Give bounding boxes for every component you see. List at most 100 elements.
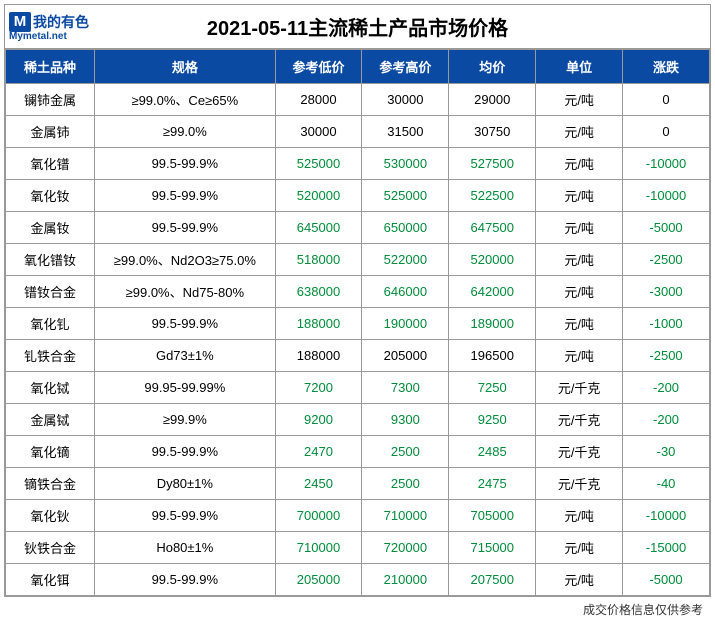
cell-high: 525000: [362, 180, 449, 212]
table-row: 氧化铽99.95-99.99%720073007250元/千克-200: [6, 372, 710, 404]
cell-product: 氧化钕: [6, 180, 95, 212]
table-header-row: 稀土品种 规格 参考低价 参考高价 均价 单位 涨跌: [6, 50, 710, 84]
cell-unit: 元/吨: [536, 84, 623, 116]
cell-avg: 715000: [449, 532, 536, 564]
cell-spec: ≥99.0%、Nd2O3≥75.0%: [95, 244, 275, 276]
cell-avg: 207500: [449, 564, 536, 596]
cell-spec: 99.5-99.9%: [95, 180, 275, 212]
cell-avg: 520000: [449, 244, 536, 276]
cell-avg: 2475: [449, 468, 536, 500]
cell-high: 190000: [362, 308, 449, 340]
cell-avg: 30750: [449, 116, 536, 148]
cell-change: -1000: [623, 308, 710, 340]
footer-note: 成交价格信息仅供参考: [4, 597, 711, 620]
cell-change: -10000: [623, 180, 710, 212]
cell-low: 2470: [275, 436, 362, 468]
cell-low: 205000: [275, 564, 362, 596]
cell-change: -5000: [623, 212, 710, 244]
cell-avg: 527500: [449, 148, 536, 180]
cell-high: 530000: [362, 148, 449, 180]
cell-product: 钬铁合金: [6, 532, 95, 564]
cell-high: 2500: [362, 468, 449, 500]
cell-avg: 196500: [449, 340, 536, 372]
table-row: 氧化钬99.5-99.9%700000710000705000元/吨-10000: [6, 500, 710, 532]
cell-low: 645000: [275, 212, 362, 244]
cell-high: 650000: [362, 212, 449, 244]
cell-product: 镝铁合金: [6, 468, 95, 500]
cell-low: 525000: [275, 148, 362, 180]
cell-unit: 元/千克: [536, 468, 623, 500]
cell-avg: 189000: [449, 308, 536, 340]
cell-unit: 元/吨: [536, 116, 623, 148]
cell-high: 720000: [362, 532, 449, 564]
cell-change: 0: [623, 116, 710, 148]
cell-low: 2450: [275, 468, 362, 500]
cell-unit: 元/吨: [536, 532, 623, 564]
cell-unit: 元/吨: [536, 244, 623, 276]
table-row: 氧化镨99.5-99.9%525000530000527500元/吨-10000: [6, 148, 710, 180]
price-table: 稀土品种 规格 参考低价 参考高价 均价 单位 涨跌 镧铈金属≥99.0%、Ce…: [5, 49, 710, 596]
title-row: M 我的有色 Mymetal.net 2021-05-11主流稀土产品市场价格: [5, 5, 710, 49]
cell-spec: 99.5-99.9%: [95, 564, 275, 596]
cell-spec: Ho80±1%: [95, 532, 275, 564]
table-row: 氧化铒99.5-99.9%205000210000207500元/吨-5000: [6, 564, 710, 596]
cell-product: 金属铽: [6, 404, 95, 436]
table-row: 氧化钆99.5-99.9%188000190000189000元/吨-1000: [6, 308, 710, 340]
cell-high: 205000: [362, 340, 449, 372]
cell-avg: 647500: [449, 212, 536, 244]
table-row: 金属铽≥99.9%920093009250元/千克-200: [6, 404, 710, 436]
col-avg: 均价: [449, 50, 536, 84]
cell-low: 518000: [275, 244, 362, 276]
cell-low: 30000: [275, 116, 362, 148]
table-row: 金属钕99.5-99.9%645000650000647500元/吨-5000: [6, 212, 710, 244]
cell-low: 700000: [275, 500, 362, 532]
cell-product: 氧化镨: [6, 148, 95, 180]
cell-change: -2500: [623, 244, 710, 276]
cell-unit: 元/吨: [536, 276, 623, 308]
cell-high: 7300: [362, 372, 449, 404]
cell-change: -15000: [623, 532, 710, 564]
logo: M 我的有色 Mymetal.net: [5, 10, 115, 44]
cell-change: -40: [623, 468, 710, 500]
cell-product: 镨钕合金: [6, 276, 95, 308]
cell-high: 9300: [362, 404, 449, 436]
cell-spec: 99.5-99.9%: [95, 500, 275, 532]
cell-high: 646000: [362, 276, 449, 308]
cell-avg: 522500: [449, 180, 536, 212]
table-row: 钆铁合金Gd73±1%188000205000196500元/吨-2500: [6, 340, 710, 372]
cell-low: 9200: [275, 404, 362, 436]
cell-product: 金属铈: [6, 116, 95, 148]
cell-product: 金属钕: [6, 212, 95, 244]
cell-low: 638000: [275, 276, 362, 308]
cell-change: -5000: [623, 564, 710, 596]
page-title: 2021-05-11主流稀土产品市场价格: [115, 12, 710, 41]
logo-subtext: Mymetal.net: [9, 31, 67, 42]
cell-low: 7200: [275, 372, 362, 404]
table-row: 氧化镨钕≥99.0%、Nd2O3≥75.0%518000522000520000…: [6, 244, 710, 276]
table-row: 镧铈金属≥99.0%、Ce≥65%280003000029000元/吨0: [6, 84, 710, 116]
cell-spec: ≥99.0%: [95, 116, 275, 148]
logo-mark-icon: M: [9, 12, 31, 32]
cell-change: -2500: [623, 340, 710, 372]
cell-spec: 99.5-99.9%: [95, 212, 275, 244]
cell-spec: 99.95-99.99%: [95, 372, 275, 404]
cell-low: 710000: [275, 532, 362, 564]
cell-unit: 元/吨: [536, 500, 623, 532]
cell-product: 氧化镨钕: [6, 244, 95, 276]
cell-change: -200: [623, 404, 710, 436]
cell-high: 522000: [362, 244, 449, 276]
cell-unit: 元/吨: [536, 564, 623, 596]
cell-spec: Gd73±1%: [95, 340, 275, 372]
cell-unit: 元/千克: [536, 404, 623, 436]
cell-avg: 9250: [449, 404, 536, 436]
price-table-container: M 我的有色 Mymetal.net 2021-05-11主流稀土产品市场价格 …: [4, 4, 711, 597]
cell-high: 30000: [362, 84, 449, 116]
cell-unit: 元/吨: [536, 340, 623, 372]
cell-avg: 2485: [449, 436, 536, 468]
cell-change: -10000: [623, 148, 710, 180]
logo-cn-text: 我的有色: [33, 12, 89, 32]
cell-spec: 99.5-99.9%: [95, 148, 275, 180]
cell-spec: ≥99.9%: [95, 404, 275, 436]
table-row: 镨钕合金≥99.0%、Nd75-80%638000646000642000元/吨…: [6, 276, 710, 308]
cell-avg: 642000: [449, 276, 536, 308]
